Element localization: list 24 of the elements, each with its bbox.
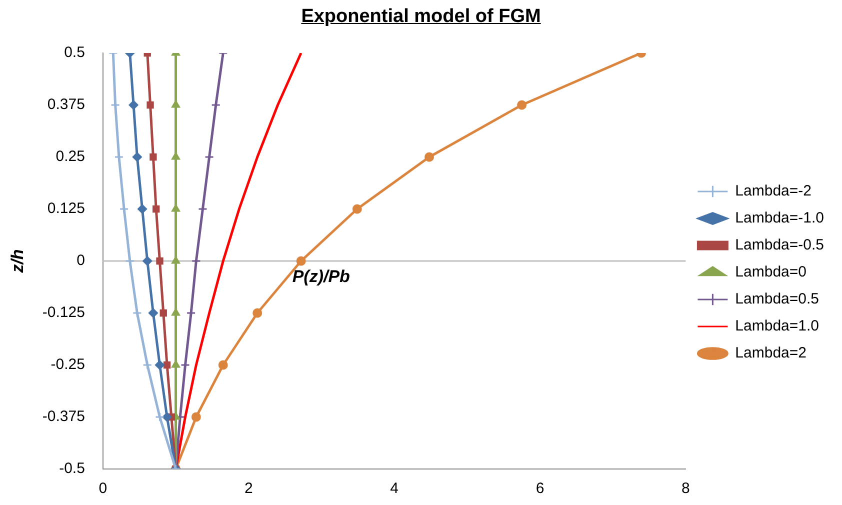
legend-label: Lambda=-1.0 <box>735 210 824 227</box>
legend-label: Lambda=-0.5 <box>735 236 824 254</box>
y-tick-label: 0.375 <box>47 96 85 114</box>
x-tick-label: 2 <box>244 480 253 498</box>
y-tick-label: -0.25 <box>50 356 85 374</box>
chart-title: Exponential model of FGM <box>300 5 542 29</box>
x-axis-title: P(z)/Pb <box>292 267 350 286</box>
x-tick-label: 6 <box>536 480 544 498</box>
y-tick-label: 0.25 <box>56 148 85 166</box>
x-tick-label: 0 <box>98 480 108 498</box>
y-tick-label: 0.125 <box>47 200 85 218</box>
x-tick-label: 8 <box>682 480 690 498</box>
y-tick-label: -0.125 <box>42 304 85 322</box>
legend-label: Lambda=0 <box>735 264 806 281</box>
x-tick-label: 4 <box>390 480 398 498</box>
legend-label: Lambda=2 <box>735 344 806 362</box>
legend-label: Lambda=-2 <box>735 182 812 200</box>
legend-label: Lambda=0.5 <box>735 290 820 308</box>
y-tick-label: 0.5 <box>64 44 85 62</box>
y-tick-label: -0.5 <box>59 460 85 478</box>
y-tick-label: -0.375 <box>42 408 85 426</box>
y-axis-title: z/h <box>8 249 27 274</box>
y-tick-label: 0 <box>76 252 85 270</box>
legend-label: Lambda=1.0 <box>735 318 820 335</box>
